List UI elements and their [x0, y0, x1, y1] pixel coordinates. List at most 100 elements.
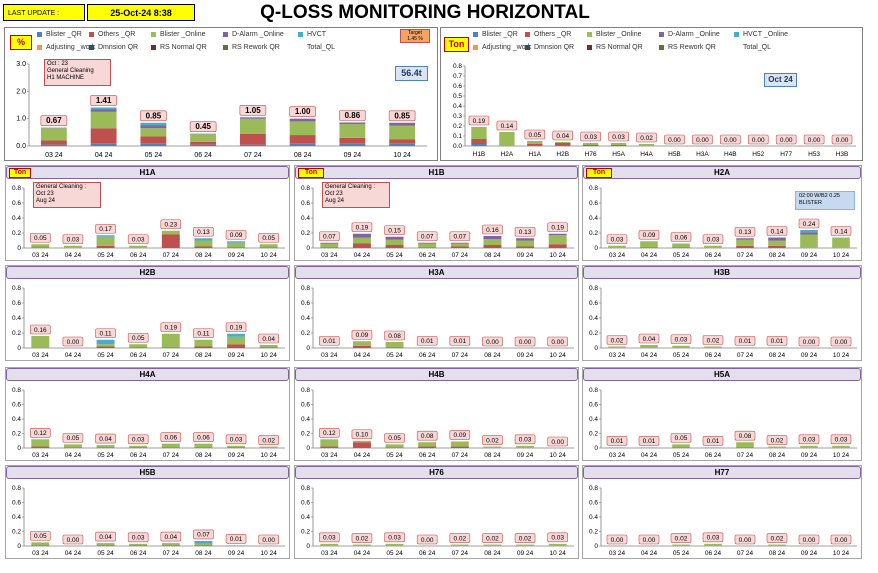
y-tick-label: 0.2	[301, 529, 310, 536]
total-label-box	[482, 224, 503, 235]
bar-segment	[450, 544, 469, 546]
bar-segment	[385, 444, 404, 448]
bar-segment	[161, 333, 180, 348]
legend-label: Adjusting _work	[482, 44, 532, 51]
total-label-box	[766, 226, 788, 236]
bar-segment	[140, 128, 167, 137]
total-label: 0.45	[195, 122, 211, 131]
bar-segment	[483, 446, 502, 448]
total-label-box	[482, 336, 503, 347]
y-tick-label: 0.7	[453, 73, 462, 80]
y-tick-label: 0.2	[12, 230, 21, 237]
legend-swatch	[659, 31, 664, 37]
oct24-machine-panel: 0.0 0.1 0.2 0.3 0.4 0.5 0.6 0.7 0.8 0.19 H1B 0.14 H2…	[440, 27, 863, 161]
legend-item: D-Alarm _Online	[223, 31, 284, 38]
y-tick-label: 0.4	[453, 103, 462, 110]
total-label-box	[319, 335, 340, 346]
total-label: 0.11	[99, 331, 112, 338]
total-label: 1.05	[245, 106, 261, 115]
bar-segment	[129, 245, 148, 248]
y-tick-label: 0.0	[453, 143, 462, 150]
total-label: 0.00	[486, 339, 499, 346]
cleaning-note: Oct : 23 General Cleaning H1 MACHINE	[44, 59, 111, 86]
cleaning-note-line: Oct : 23	[47, 61, 69, 67]
legend-label: HVCT	[307, 31, 327, 38]
x-tick-label: 10 24	[261, 252, 278, 259]
bar-segment	[768, 347, 786, 348]
y-tick-label: 0.0	[16, 143, 26, 150]
total-label-box	[775, 134, 797, 145]
y-tick-label: 0.2	[589, 431, 598, 438]
total-label-box	[90, 95, 117, 106]
legend-label: Total_QL	[307, 44, 336, 51]
bar-segment	[640, 247, 658, 248]
total-label-box	[830, 226, 852, 236]
total-label: 0.02	[262, 437, 275, 444]
total-label-box	[734, 226, 756, 237]
total-label: 0.08	[739, 433, 752, 440]
total-label-box	[514, 226, 536, 237]
panel-title: H2B	[6, 266, 289, 279]
total-label-box	[552, 130, 574, 141]
legend-item: HVCT	[298, 31, 326, 38]
legend-item: Blister _QR	[473, 31, 518, 38]
x-tick-label: 08 24	[484, 252, 501, 259]
x-tick-label: H1A	[528, 151, 541, 158]
bar-segment	[259, 347, 278, 348]
total-label-box	[95, 531, 116, 542]
total-label: 0.09	[643, 232, 656, 239]
total-label-box	[30, 427, 51, 438]
total-label: 0.10	[356, 432, 369, 439]
legend-label: Blister _Online	[160, 31, 206, 38]
last-update-label: LAST UPDATE :	[3, 4, 85, 21]
y-tick-label: 0.4	[589, 315, 598, 322]
legend-swatch	[734, 44, 739, 50]
legend-swatch	[151, 31, 156, 37]
bar-segment	[161, 545, 180, 546]
total-label: 0.03	[132, 437, 145, 444]
y-tick-label: 0.8	[589, 485, 598, 492]
cleaning-note-line: General Cleaning :	[325, 184, 376, 190]
total-label-box	[670, 433, 692, 443]
panel-h77: H77 0 0.2 0.4 0.6 0.8 0.00 03 24 0.00 04 24 0.02 0…	[582, 465, 862, 559]
panel-title: H3A	[295, 266, 578, 279]
bar-segment	[227, 344, 246, 348]
total-label-box	[416, 231, 438, 242]
total-label: 0.03	[707, 535, 720, 542]
x-tick-label: 07 24	[737, 352, 754, 359]
x-tick-label: 09 24	[517, 352, 534, 359]
bar-segment	[190, 141, 217, 145]
x-tick-label: 03 24	[32, 452, 49, 459]
x-tick-label: 07 24	[452, 550, 469, 557]
x-tick-label: H5A	[612, 151, 625, 158]
bar-segment	[800, 234, 818, 248]
total-label-box	[482, 435, 503, 445]
x-tick-label: 05 24	[386, 252, 403, 259]
total-label: 0.00	[739, 537, 752, 544]
bar-segment	[63, 444, 82, 448]
total-label: 0.03	[611, 237, 624, 244]
total-label: 0.00	[611, 537, 624, 544]
bar-segment	[582, 143, 599, 145]
bar-segment	[640, 345, 658, 348]
total-label-box	[160, 322, 182, 333]
bar-segment	[194, 543, 213, 546]
bar-segment	[418, 247, 437, 248]
total-label-box	[95, 328, 116, 339]
total-label: 0.85	[146, 111, 162, 120]
x-tick-label: 06 24	[130, 550, 147, 557]
bar-segment	[736, 245, 754, 248]
total-label: 0.04	[99, 436, 112, 443]
x-tick-label: 04 24	[65, 452, 82, 459]
total-label: 0.13	[739, 229, 752, 236]
total-label: 0.09	[230, 232, 243, 239]
total-label-box	[189, 121, 217, 132]
y-tick-label: 0	[594, 445, 598, 452]
bar-segment	[259, 244, 278, 248]
total-label: 0.02	[771, 535, 784, 542]
total-label-box	[449, 430, 471, 440]
legend-item: RS Rework QR	[659, 44, 716, 51]
total-label: 0.04	[643, 336, 656, 343]
y-tick-label: 0.2	[301, 330, 310, 337]
y-tick-label: 0.4	[12, 416, 21, 423]
